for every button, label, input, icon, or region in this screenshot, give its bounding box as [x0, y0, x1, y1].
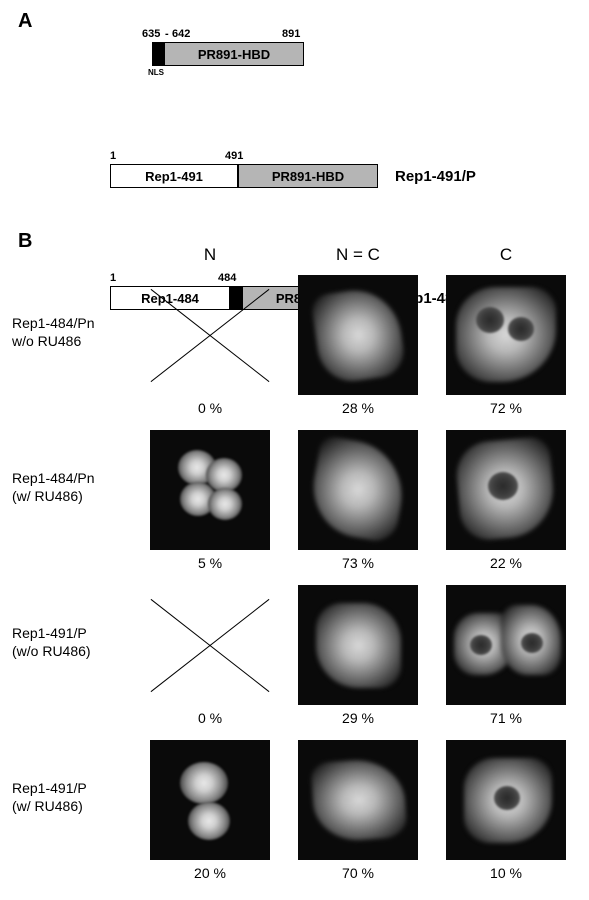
row3-l2: (w/o RU486) [12, 643, 91, 659]
num-635: 635 [142, 28, 160, 40]
col-header-c: C [446, 245, 566, 265]
num-491: 491 [225, 150, 243, 162]
num-dash: - [165, 28, 169, 40]
construct-name-491p: Rep1-491/P [395, 168, 476, 185]
row1-l1: Rep1-484/Pn [12, 315, 95, 331]
num-1c: 1 [110, 272, 116, 284]
row4-l1: Rep1-491/P [12, 780, 87, 796]
pct-r2-n: 5 % [150, 555, 270, 571]
cell-r1-c [446, 275, 566, 395]
col-header-nc: N = C [298, 245, 418, 265]
cell-r1-nc [298, 275, 418, 395]
pct-r3-c: 71 % [446, 710, 566, 726]
pct-r4-nc: 70 % [298, 865, 418, 881]
row-label-3: Rep1-491/P (w/o RU486) [12, 625, 132, 660]
nls-label: NLS [148, 68, 164, 77]
pct-r1-nc: 28 % [298, 400, 418, 416]
cell-r4-n [150, 740, 270, 860]
row-label-4: Rep1-491/P (w/ RU486) [12, 780, 132, 815]
cell-r4-nc [298, 740, 418, 860]
panel-a-label: A [18, 10, 32, 33]
hbd-box-1: PR891-HBD [164, 42, 304, 66]
cross-r3 [150, 585, 270, 705]
cell-r4-c [446, 740, 566, 860]
row-label-1: Rep1-484/Pn w/o RU486 [12, 315, 132, 350]
pct-r2-c: 22 % [446, 555, 566, 571]
pct-r2-nc: 73 % [298, 555, 418, 571]
pct-r3-n: 0 % [150, 710, 270, 726]
pct-r3-nc: 29 % [298, 710, 418, 726]
row2-l2: (w/ RU486) [12, 488, 83, 504]
nls-box [152, 42, 164, 66]
constructs-diagram: 635 - 642 891 PR891-HBD NLS 1 491 Rep1-4… [110, 30, 550, 210]
pct-r1-c: 72 % [446, 400, 566, 416]
cell-r3-nc [298, 585, 418, 705]
num-642: 642 [172, 28, 190, 40]
cell-r2-n [150, 430, 270, 550]
row3-l1: Rep1-491/P [12, 625, 87, 641]
num-1b: 1 [110, 150, 116, 162]
cell-r2-c [446, 430, 566, 550]
pct-r1-n: 0 % [150, 400, 270, 416]
row-label-2: Rep1-484/Pn (w/ RU486) [12, 470, 132, 505]
cross-r1 [150, 275, 270, 395]
pct-r4-n: 20 % [150, 865, 270, 881]
row4-l2: (w/ RU486) [12, 798, 83, 814]
row1-l2: w/o RU486 [12, 333, 81, 349]
rep-box-491: Rep1-491 [110, 164, 238, 188]
cell-r2-nc [298, 430, 418, 550]
col-header-n: N [150, 245, 270, 265]
pct-r4-c: 10 % [446, 865, 566, 881]
cell-r3-c [446, 585, 566, 705]
hbd-box-2: PR891-HBD [238, 164, 378, 188]
panel-b-label: B [18, 230, 32, 253]
row2-l1: Rep1-484/Pn [12, 470, 95, 486]
num-891: 891 [282, 28, 300, 40]
